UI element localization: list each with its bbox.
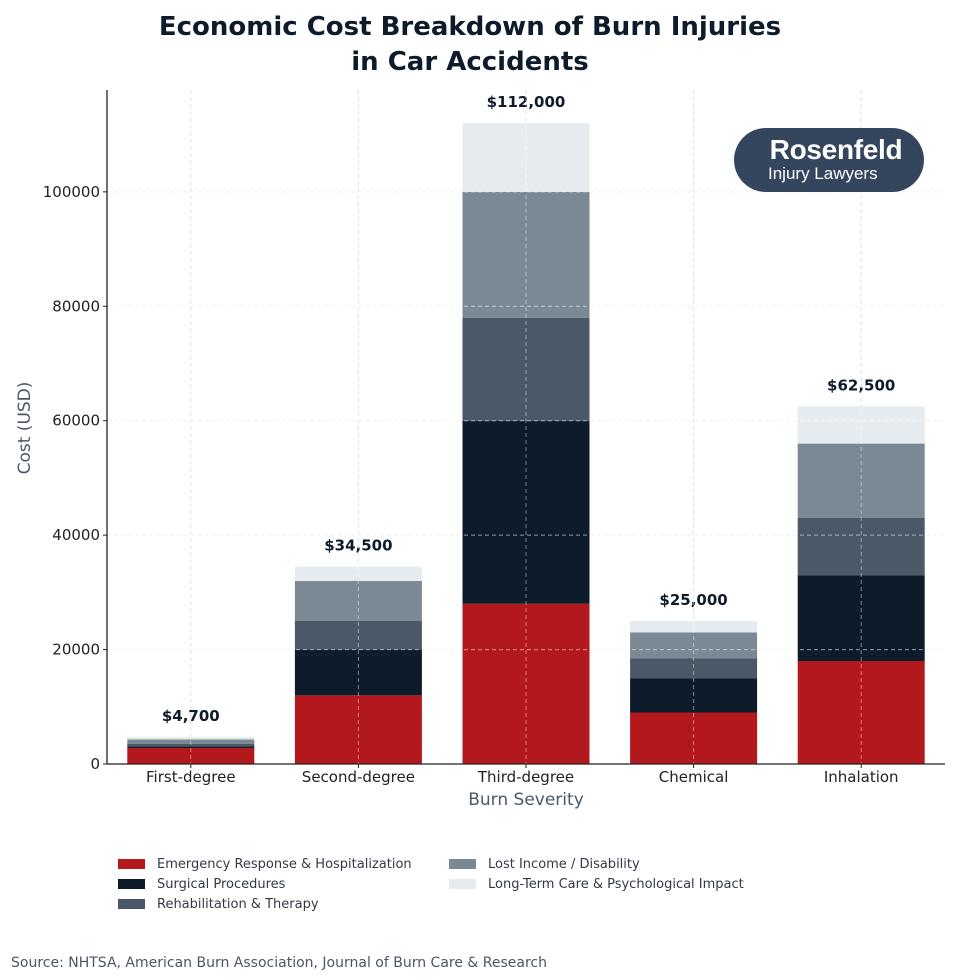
legend-swatch — [118, 879, 145, 889]
x-axis-label: Burn Severity — [468, 790, 584, 810]
bar-segment — [462, 317, 590, 421]
bar-segment — [797, 575, 925, 662]
legend-item-surgical: Surgical Procedures — [118, 874, 285, 894]
legend-label: Long-Term Care & Psychological Impact — [488, 876, 744, 892]
bar-segment — [630, 620, 758, 633]
bar-segment — [630, 632, 758, 659]
legend-swatch — [118, 859, 145, 869]
bar-segment — [630, 712, 758, 764]
legend-item-lost-income: Lost Income / Disability — [449, 854, 640, 874]
legend-label: Lost Income / Disability — [488, 856, 640, 872]
bar-segment — [797, 406, 925, 444]
chart-title-line1: Economic Cost Breakdown of Burn Injuries — [158, 12, 782, 42]
legend-item-rehab: Rehabilitation & Therapy — [118, 894, 319, 914]
bar-total-label: $112,000 — [487, 93, 566, 111]
bar-segment — [127, 739, 255, 744]
x-tick-label: Third-degree — [477, 768, 574, 786]
logo-subtitle: Injury Lawyers — [768, 164, 878, 183]
legend-item-long-term: Long-Term Care & Psychological Impact — [449, 874, 744, 894]
legend-item-emergency: Emergency Response & Hospitalization — [118, 854, 412, 874]
bar-segment — [797, 443, 925, 518]
bar-total-label: $34,500 — [324, 537, 392, 555]
bar-segment — [127, 743, 255, 747]
bar-segment — [797, 661, 925, 764]
y-tick-label: 20000 — [52, 641, 100, 659]
bar-segment — [127, 747, 255, 764]
bar-stack-second-degree — [294, 566, 422, 764]
y-tick-label: 100000 — [43, 183, 100, 201]
bar-segment — [797, 517, 925, 576]
legend-label: Rehabilitation & Therapy — [157, 896, 319, 912]
bar-segment — [127, 737, 255, 740]
bar-segment — [294, 649, 422, 696]
chart-title: Economic Cost Breakdown of Burn Injuries… — [0, 10, 940, 80]
y-tick-label: 0 — [90, 755, 100, 773]
bar-segment — [294, 620, 422, 650]
bar-segment — [630, 678, 758, 713]
bar-stack-inhalation — [797, 406, 925, 764]
bar-segment — [294, 695, 422, 764]
bar-segment — [462, 123, 590, 192]
legend-swatch — [118, 899, 145, 909]
bar-segment — [294, 580, 422, 621]
legend-swatch — [449, 879, 476, 889]
bar-total-label: $25,000 — [659, 591, 727, 609]
source-note: Source: NHTSA, American Burn Association… — [11, 955, 547, 971]
y-tick-label: 40000 — [52, 526, 100, 544]
logo-name: Rosenfeld — [769, 134, 903, 165]
bar-stack-third-degree — [462, 123, 590, 764]
chart-title-line2: in Car Accidents — [351, 47, 589, 77]
y-axis-label: Cost (USD) — [15, 382, 35, 475]
legend-swatch — [449, 859, 476, 869]
x-tick-label: Chemical — [659, 768, 729, 786]
bar-segment — [630, 658, 758, 679]
legend-label: Emergency Response & Hospitalization — [157, 856, 412, 872]
x-tick-label: First-degree — [146, 768, 236, 786]
legend-label: Surgical Procedures — [157, 876, 286, 892]
x-tick-label: Second-degree — [302, 768, 415, 786]
bar-stack-first-degree — [127, 737, 255, 764]
y-tick-label: 60000 — [52, 412, 100, 430]
y-tick-label: 80000 — [52, 297, 100, 315]
bar-segment — [294, 566, 422, 581]
x-tick-label: Inhalation — [824, 768, 899, 786]
bar-total-label: $62,500 — [827, 376, 895, 394]
rosenfeld-logo: Rosenfeld Injury Lawyers — [734, 128, 924, 192]
bar-total-label: $4,700 — [162, 707, 220, 725]
bar-segment — [462, 603, 590, 764]
bar-stack-chemical — [630, 620, 758, 764]
bar-segment — [462, 191, 590, 318]
bar-segment — [127, 746, 255, 748]
bar-segment — [462, 420, 590, 604]
